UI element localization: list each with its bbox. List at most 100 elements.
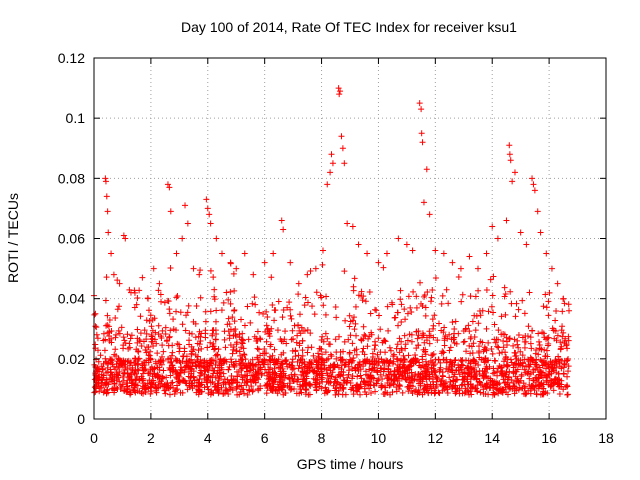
data-point [238,316,245,323]
data-point [147,355,154,362]
data-point [145,352,152,359]
data-point [438,350,445,357]
data-point [324,388,331,395]
data-point [536,338,543,345]
data-point [164,384,171,391]
data-point [374,367,381,374]
data-point [470,340,477,347]
data-point [266,356,273,363]
data-point [368,365,375,372]
data-point [209,378,216,385]
data-point [96,368,103,375]
data-point [421,339,428,346]
data-point [430,350,437,357]
data-point [144,380,151,387]
data-point [183,363,190,370]
data-point [498,387,505,394]
data-point [204,367,211,374]
data-point [159,327,166,334]
data-point [396,349,403,356]
data-point [397,363,404,370]
data-point [295,280,302,287]
data-point [290,336,297,343]
data-point [506,368,513,375]
data-point [363,391,370,398]
data-point [214,352,221,359]
data-point [503,361,510,368]
data-point [214,386,221,393]
data-point [544,335,551,342]
data-point [325,341,332,348]
data-point [519,352,526,359]
data-point [98,363,105,370]
data-point [281,380,288,387]
data-point [105,229,112,236]
data-point [362,298,369,305]
data-point [168,358,175,365]
data-point [353,382,360,389]
data-point [548,368,555,375]
data-point [466,369,473,376]
data-point [232,377,239,384]
data-point [323,379,330,386]
data-point [196,380,203,387]
data-point [186,330,193,337]
data-point [223,289,230,296]
data-point [432,373,439,380]
data-point [318,376,325,383]
data-point [301,361,308,368]
data-point [124,385,131,392]
data-point [256,309,263,316]
data-point [263,369,270,376]
data-point [392,314,399,321]
data-point [143,317,150,324]
data-point [288,315,295,322]
data-point [145,307,152,314]
data-point [155,373,162,380]
x-tick-label: 14 [484,430,500,446]
data-point [448,361,455,368]
data-point [530,181,537,188]
data-point [402,316,409,323]
x-tick-label: 16 [541,430,557,446]
data-point [185,302,192,309]
data-point [387,347,394,354]
data-point [473,375,480,382]
data-point [214,380,221,387]
data-point [550,387,557,394]
data-point [558,343,565,350]
data-point [350,287,357,294]
data-point [277,379,284,386]
data-point [459,373,466,380]
data-point [515,386,522,393]
data-point [549,381,556,388]
data-point [149,335,156,342]
data-point [164,181,171,188]
data-point [522,338,529,345]
data-point [252,301,259,308]
data-point [545,340,552,347]
data-point [428,294,435,301]
data-point [220,299,227,306]
data-point [261,345,268,352]
data-point [212,345,219,352]
data-point [527,340,534,347]
data-point [495,344,502,351]
data-point [544,363,551,370]
data-point [246,368,253,375]
data-point [431,369,438,376]
data-point [280,338,287,345]
data-point [183,362,190,369]
data-point [390,353,397,360]
data-point [418,300,425,307]
x-tick-label: 0 [90,430,98,446]
data-point [520,380,527,387]
data-point [226,332,233,339]
data-point [173,294,180,301]
data-point [190,265,197,272]
data-point [472,293,479,300]
data-point [324,181,331,188]
data-point [169,379,176,386]
data-point [337,381,344,388]
data-point [404,337,411,344]
